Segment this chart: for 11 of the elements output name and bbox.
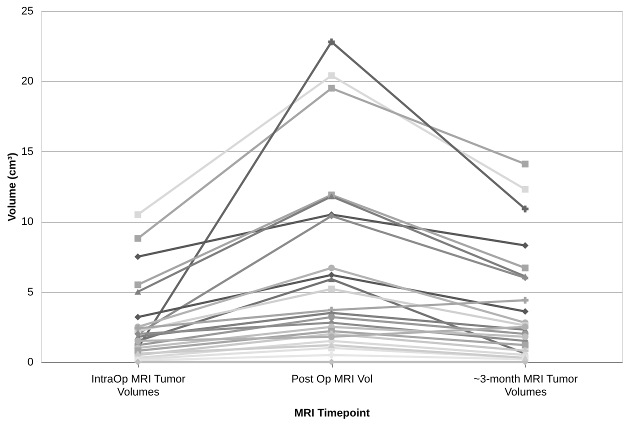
y-tick-label: 10 (21, 216, 34, 228)
y-tick-label: 20 (21, 76, 34, 88)
y-tick-label: 0 (27, 356, 34, 368)
y-axis-title: Volume (cm³) (6, 152, 18, 222)
y-tick-label: 5 (27, 286, 34, 298)
x-tick-label: ~3-month MRI Tumor Volumes (474, 374, 578, 398)
x-tick-label: Post Op MRI Vol (291, 374, 373, 386)
x-axis-title: MRI Timepoint (294, 408, 370, 420)
x-tick-label: IntraOp MRI Tumor Volumes (91, 374, 186, 398)
y-tick-label: 15 (21, 146, 34, 158)
y-tick-label: 25 (21, 6, 34, 18)
